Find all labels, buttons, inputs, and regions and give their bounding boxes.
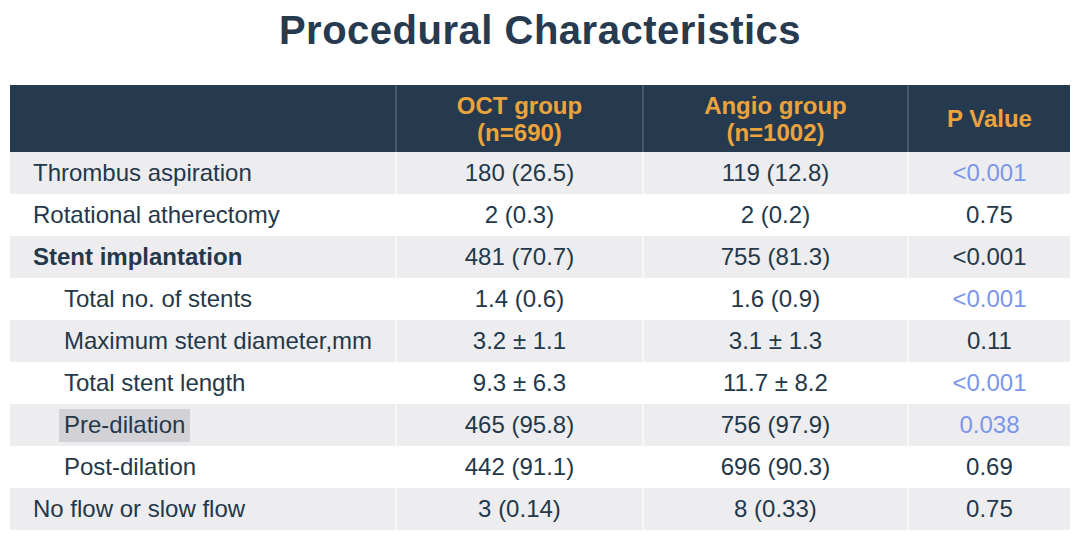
- header-angio-group-name: Angio group: [644, 92, 907, 119]
- p-value: 0.11: [907, 320, 1070, 362]
- row-label: Total no. of stents: [10, 278, 395, 320]
- table-row: Thrombus aspiration 180 (26.5) 119 (12.8…: [10, 152, 1070, 194]
- oct-value: 180 (26.5): [395, 152, 642, 194]
- procedural-characteristics-table: OCT group (n=690) Angio group (n=1002) P…: [10, 85, 1070, 530]
- oct-value: 465 (95.8): [395, 404, 642, 446]
- angio-value: 1.6 (0.9): [642, 278, 907, 320]
- header-empty-cell: [10, 85, 395, 152]
- angio-value: 3.1 ± 1.3: [642, 320, 907, 362]
- p-value: <0.001: [907, 236, 1070, 278]
- table-header: OCT group (n=690) Angio group (n=1002) P…: [10, 85, 1070, 152]
- header-oct-group-name: OCT group: [397, 92, 642, 119]
- p-value: 0.038: [907, 404, 1070, 446]
- angio-value: 696 (90.3): [642, 446, 907, 488]
- row-label: Thrombus aspiration: [10, 152, 395, 194]
- page-title: Procedural Characteristics: [0, 0, 1080, 53]
- slide: Procedural Characteristics OCT group (n=…: [0, 0, 1080, 537]
- header-p-value: P Value: [907, 85, 1070, 152]
- oct-value: 2 (0.3): [395, 194, 642, 236]
- row-label: Rotational atherectomy: [10, 194, 395, 236]
- oct-value: 3.2 ± 1.1: [395, 320, 642, 362]
- angio-value: 755 (81.3): [642, 236, 907, 278]
- table-row: Post-dilation 442 (91.1) 696 (90.3) 0.69: [10, 446, 1070, 488]
- row-label: No flow or slow flow: [10, 488, 395, 530]
- p-value: 0.69: [907, 446, 1070, 488]
- table-row: Total stent length 9.3 ± 6.3 11.7 ± 8.2 …: [10, 362, 1070, 404]
- table-row: Total no. of stents 1.4 (0.6) 1.6 (0.9) …: [10, 278, 1070, 320]
- header-p-value-label: P Value: [909, 105, 1070, 132]
- angio-value: 11.7 ± 8.2: [642, 362, 907, 404]
- row-label: Total stent length: [10, 362, 395, 404]
- text-selection-highlight: Pre-dilation: [59, 409, 190, 442]
- oct-value: 3 (0.14): [395, 488, 642, 530]
- table-row: Maximum stent diameter,mm 3.2 ± 1.1 3.1 …: [10, 320, 1070, 362]
- row-label: Stent implantation: [10, 236, 395, 278]
- table-row: Rotational atherectomy 2 (0.3) 2 (0.2) 0…: [10, 194, 1070, 236]
- p-value: <0.001: [907, 362, 1070, 404]
- table-row: Stent implantation 481 (70.7) 755 (81.3)…: [10, 236, 1070, 278]
- header-angio-group-n: (n=1002): [644, 119, 907, 146]
- oct-value: 9.3 ± 6.3: [395, 362, 642, 404]
- header-angio-group: Angio group (n=1002): [642, 85, 907, 152]
- p-value: 0.75: [907, 488, 1070, 530]
- angio-value: 8 (0.33): [642, 488, 907, 530]
- row-label: Pre-dilation: [10, 404, 395, 446]
- oct-value: 481 (70.7): [395, 236, 642, 278]
- p-value: 0.75: [907, 194, 1070, 236]
- angio-value: 2 (0.2): [642, 194, 907, 236]
- p-value: <0.001: [907, 278, 1070, 320]
- p-value: <0.001: [907, 152, 1070, 194]
- row-label: Post-dilation: [10, 446, 395, 488]
- oct-value: 1.4 (0.6): [395, 278, 642, 320]
- oct-value: 442 (91.1): [395, 446, 642, 488]
- header-oct-group: OCT group (n=690): [395, 85, 642, 152]
- header-oct-group-n: (n=690): [397, 119, 642, 146]
- table-row: No flow or slow flow 3 (0.14) 8 (0.33) 0…: [10, 488, 1070, 530]
- table-row: Pre-dilation 465 (95.8) 756 (97.9) 0.038: [10, 404, 1070, 446]
- angio-value: 119 (12.8): [642, 152, 907, 194]
- row-label: Maximum stent diameter,mm: [10, 320, 395, 362]
- angio-value: 756 (97.9): [642, 404, 907, 446]
